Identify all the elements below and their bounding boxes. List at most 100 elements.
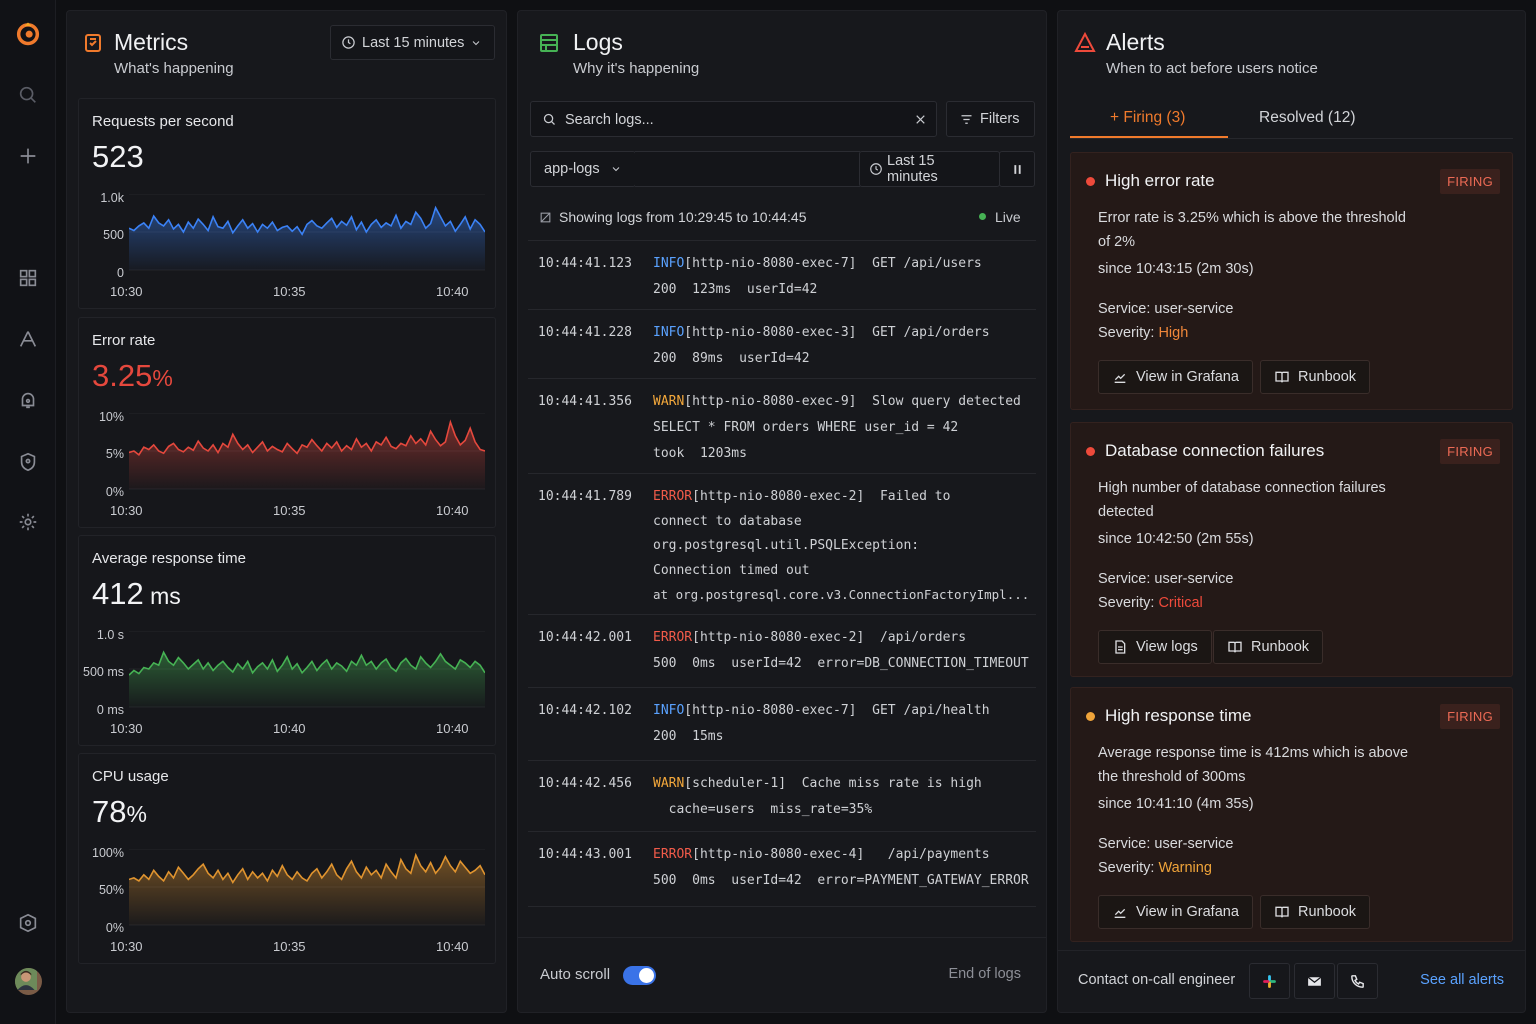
- auto-scroll-toggle[interactable]: [623, 966, 656, 985]
- alert-card[interactable]: High error rate FIRING Error rate is 3.25%…: [1070, 152, 1513, 410]
- y-axis-tick-label: 100%: [92, 846, 124, 860]
- grafana-logo-icon[interactable]: [0, 18, 56, 48]
- x-axis-tick-label: 10:30: [110, 721, 143, 736]
- log-message-line: [http-nio-8080-exec-4] /api/payments: [653, 847, 990, 862]
- shield-icon[interactable]: [0, 447, 56, 477]
- pause-button[interactable]: [999, 151, 1035, 187]
- divider: [1058, 950, 1525, 951]
- series-line: [129, 419, 485, 456]
- log-entry[interactable]: 10:44:41.356 WARN [http-nio-8080-exec-9] …: [528, 379, 1036, 474]
- runbook-button[interactable]: Runbook: [1213, 630, 1324, 664]
- divider: [528, 240, 1036, 241]
- search-icon[interactable]: [0, 80, 56, 110]
- alert-card[interactable]: Database connection failures FIRING High n…: [1070, 422, 1513, 677]
- logs-icon: [540, 34, 558, 52]
- chevron-down-icon: [473, 40, 480, 45]
- metric-chart[interactable]: [129, 631, 485, 715]
- log-entry[interactable]: 10:44:42.001 ERROR [http-nio-8080-exec-2]…: [528, 615, 1036, 688]
- user-avatar[interactable]: [15, 968, 42, 995]
- log-source-select[interactable]: app-logs: [530, 151, 636, 187]
- metric-card[interactable]: CPU usage 78% 100% 50% 0% 10:30 10:35 10:40: [78, 753, 496, 964]
- alert-service: Service: user-service: [1098, 301, 1233, 317]
- metric-title: Requests per second: [92, 113, 234, 130]
- log-entry[interactable]: 10:44:41.123 INFO [http-nio-8080-exec-7] …: [528, 241, 1036, 310]
- log-timestamp: 10:44:42.456: [538, 776, 632, 791]
- logs-time-range-picker[interactable]: Last 15 minutes: [859, 151, 1000, 187]
- alert-service: Service: user-service: [1098, 836, 1233, 852]
- log-search-box[interactable]: [530, 101, 937, 137]
- dashboards-icon[interactable]: [0, 263, 56, 293]
- runbook-button[interactable]: Runbook: [1260, 895, 1371, 929]
- explore-icon[interactable]: [0, 324, 56, 354]
- log-message-line: [scheduler-1] Cache miss rate is high: [653, 776, 982, 791]
- alert-title: High response time: [1105, 706, 1252, 725]
- email-button[interactable]: [1294, 963, 1335, 999]
- metric-number: 3.25: [92, 358, 153, 393]
- view-in-grafana-button[interactable]: View in Grafana: [1098, 360, 1253, 394]
- alert-status-dot: [1086, 447, 1095, 456]
- runbook-button[interactable]: Runbook: [1260, 360, 1371, 394]
- help-icon[interactable]: [0, 908, 56, 938]
- settings-gear-icon[interactable]: [0, 507, 56, 537]
- metric-chart[interactable]: [129, 413, 485, 497]
- alert-description: Error rate is 3.25% which is above the t…: [1098, 210, 1406, 250]
- log-entry[interactable]: 10:44:41.228 INFO [http-nio-8080-exec-3] …: [528, 310, 1036, 379]
- service-label: Service:: [1098, 301, 1151, 317]
- contact-label: Contact on-call engineer: [1078, 972, 1236, 988]
- log-source-label: app-logs: [544, 161, 600, 177]
- metric-card[interactable]: Average response time 412 ms 1.0 s 500 ms 0 …: [78, 535, 496, 746]
- alert-severity: Severity: High: [1098, 325, 1188, 341]
- log-timestamp: 10:44:41.789: [538, 489, 632, 504]
- metric-chart[interactable]: [129, 194, 485, 278]
- button-label: View in Grafana: [1136, 904, 1239, 920]
- y-axis-tick-label: 0 ms: [96, 703, 124, 717]
- metric-chart[interactable]: [129, 849, 485, 933]
- log-level: WARN: [653, 394, 685, 409]
- view-logs-button[interactable]: View logs: [1098, 630, 1212, 664]
- metrics-time-range-picker[interactable]: Last 15 minutes: [330, 25, 495, 60]
- chart-line-icon: [1114, 373, 1126, 383]
- service-label: Service:: [1098, 836, 1151, 852]
- service-value: user-service: [1154, 836, 1234, 852]
- alert-card[interactable]: High response time FIRING Average response…: [1070, 687, 1513, 942]
- filters-label: Filters: [980, 111, 1020, 127]
- button-label: View logs: [1136, 639, 1198, 655]
- metric-number: 412: [92, 576, 144, 611]
- clear-icon[interactable]: [914, 113, 927, 126]
- tab-firing[interactable]: + Firing (3): [1110, 109, 1186, 126]
- alerting-icon[interactable]: [0, 385, 56, 415]
- view-in-grafana-button[interactable]: View in Grafana: [1098, 895, 1253, 929]
- plus-icon[interactable]: [0, 141, 56, 171]
- side-nav: [0, 0, 56, 1024]
- log-message-line: [http-nio-8080-exec-2] /api/orders: [653, 630, 967, 645]
- severity-value: Critical: [1158, 595, 1203, 611]
- log-toolbar-spacer: [635, 151, 860, 187]
- log-search-input[interactable]: [565, 109, 905, 131]
- log-timestamp: 10:44:43.001: [538, 847, 632, 862]
- filters-button[interactable]: Filters: [946, 101, 1035, 137]
- firing-badge: FIRING: [1440, 439, 1500, 464]
- slack-button[interactable]: [1249, 963, 1290, 999]
- metric-card[interactable]: Requests per second 523 1.0k 500 0 10:30 10:35…: [78, 98, 496, 309]
- log-level: ERROR: [653, 630, 693, 645]
- x-axis-tick-label: 10:40: [436, 284, 469, 299]
- log-entry[interactable]: 10:44:42.456 WARN [scheduler-1] Cache mis…: [528, 761, 1036, 832]
- log-message-line: cache=users miss_rate=35%: [653, 802, 873, 817]
- metric-title: Error rate: [92, 332, 156, 349]
- alerts-title: Alerts: [1106, 29, 1165, 55]
- series-area: [129, 422, 485, 489]
- document-icon: [1115, 640, 1126, 654]
- y-axis-tick-label: 5%: [105, 447, 124, 461]
- see-all-alerts-link[interactable]: See all alerts: [1420, 972, 1504, 988]
- metric-card[interactable]: Error rate 3.25% 10% 5% 0% 10:30 10:35 10:40: [78, 317, 496, 528]
- button-label: Runbook: [1251, 639, 1310, 655]
- log-entry[interactable]: 10:44:43.001 ERROR [http-nio-8080-exec-4]…: [528, 832, 1036, 907]
- metric-value: 412 ms: [92, 576, 181, 612]
- log-entry[interactable]: 10:44:41.789 ERROR [http-nio-8080-exec-2]…: [528, 474, 1036, 615]
- log-entry[interactable]: 10:44:42.102 INFO [http-nio-8080-exec-7] …: [528, 688, 1036, 761]
- call-button[interactable]: [1337, 963, 1378, 999]
- logs-time-range-label: Last 15 minutes: [887, 153, 938, 185]
- severity-value: High: [1158, 325, 1189, 341]
- tab-resolved[interactable]: Resolved (12): [1259, 109, 1356, 126]
